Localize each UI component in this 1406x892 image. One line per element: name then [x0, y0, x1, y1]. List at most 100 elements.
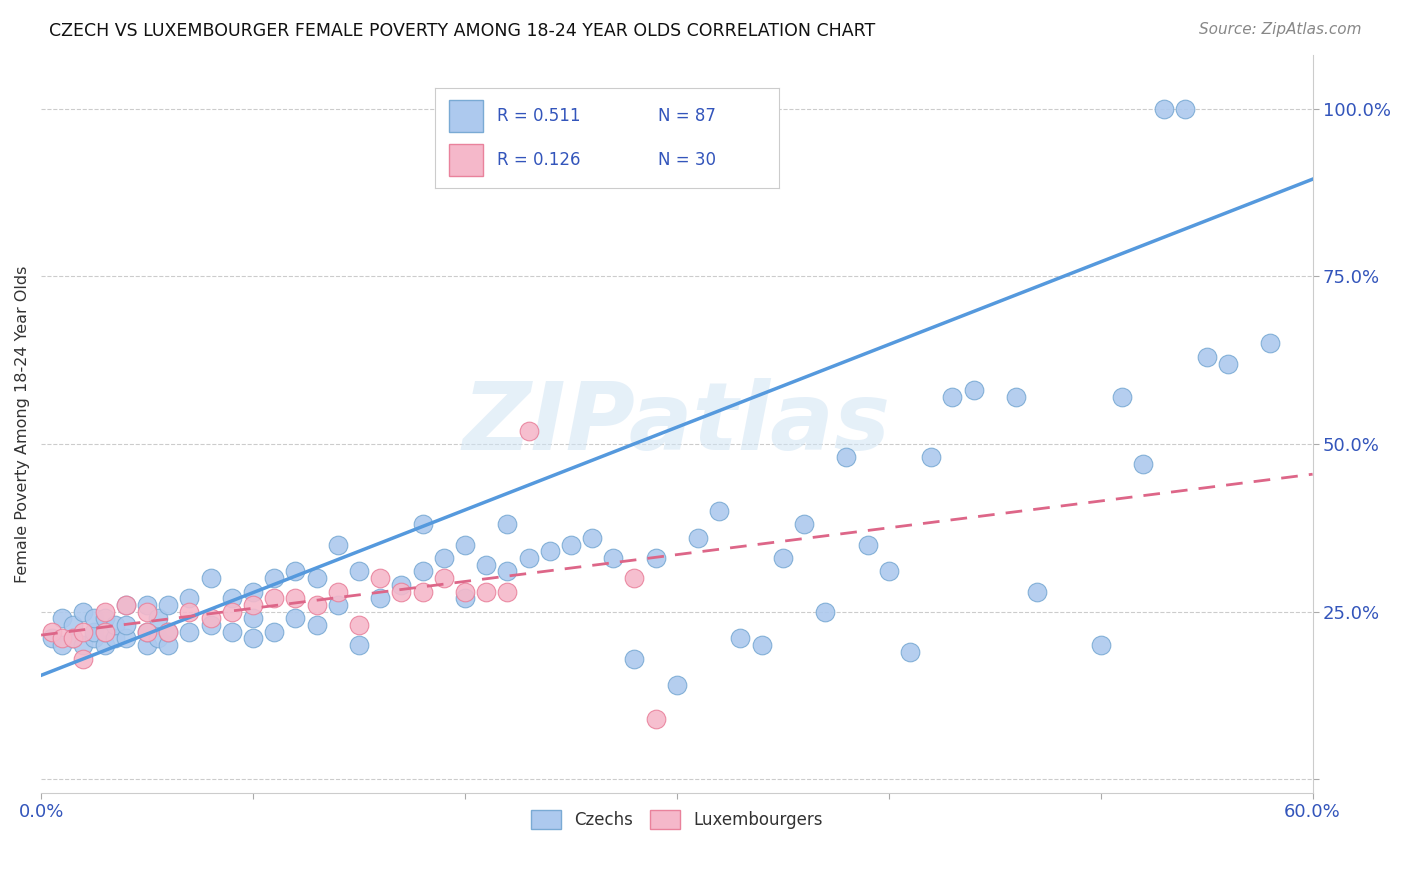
Point — [560, 538, 582, 552]
Point — [389, 584, 412, 599]
Point — [454, 538, 477, 552]
Point — [347, 565, 370, 579]
Point — [221, 591, 243, 606]
Point — [326, 584, 349, 599]
Point — [179, 591, 201, 606]
Point — [136, 638, 159, 652]
Point — [179, 624, 201, 639]
Point — [1026, 584, 1049, 599]
Point — [179, 605, 201, 619]
Point — [72, 638, 94, 652]
Point — [93, 605, 115, 619]
Point — [263, 571, 285, 585]
Point — [305, 618, 328, 632]
Point — [221, 605, 243, 619]
Point — [962, 384, 984, 398]
Point — [1174, 102, 1197, 116]
Point — [115, 598, 138, 612]
Point — [347, 618, 370, 632]
Point — [242, 584, 264, 599]
Point — [433, 551, 456, 566]
Point — [200, 611, 222, 625]
Point — [62, 632, 84, 646]
Point — [496, 517, 519, 532]
Point — [200, 571, 222, 585]
Point — [1005, 390, 1028, 404]
Point — [242, 598, 264, 612]
Point — [93, 611, 115, 625]
Point — [517, 424, 540, 438]
Point — [72, 651, 94, 665]
Point — [602, 551, 624, 566]
Point — [115, 618, 138, 632]
Point — [83, 611, 105, 625]
Point — [305, 571, 328, 585]
Point — [284, 565, 307, 579]
Point — [898, 645, 921, 659]
Point — [146, 611, 169, 625]
Point — [1153, 102, 1175, 116]
Point — [644, 712, 666, 726]
Point — [93, 624, 115, 639]
Point — [814, 605, 837, 619]
Point — [136, 598, 159, 612]
Point — [93, 624, 115, 639]
Point — [538, 544, 561, 558]
Point — [1111, 390, 1133, 404]
Point — [475, 558, 498, 572]
Point — [284, 591, 307, 606]
Point — [326, 598, 349, 612]
Point — [51, 632, 73, 646]
Point — [221, 624, 243, 639]
Point — [263, 624, 285, 639]
Point — [242, 611, 264, 625]
Point — [496, 584, 519, 599]
Point — [242, 632, 264, 646]
Point — [412, 517, 434, 532]
Point — [83, 624, 105, 639]
Point — [517, 551, 540, 566]
Point — [454, 591, 477, 606]
Point — [368, 571, 391, 585]
Point — [644, 551, 666, 566]
Point — [51, 638, 73, 652]
Point — [62, 632, 84, 646]
Point — [1258, 336, 1281, 351]
Point — [623, 651, 645, 665]
Point — [93, 638, 115, 652]
Point — [877, 565, 900, 579]
Point — [62, 618, 84, 632]
Point — [475, 584, 498, 599]
Point — [496, 565, 519, 579]
Point — [347, 638, 370, 652]
Point — [136, 624, 159, 639]
Point — [41, 632, 63, 646]
Point — [730, 632, 752, 646]
Point — [1132, 457, 1154, 471]
Point — [772, 551, 794, 566]
Point — [157, 638, 180, 652]
Text: CZECH VS LUXEMBOURGER FEMALE POVERTY AMONG 18-24 YEAR OLDS CORRELATION CHART: CZECH VS LUXEMBOURGER FEMALE POVERTY AMO… — [49, 22, 876, 40]
Point — [72, 624, 94, 639]
Point — [389, 578, 412, 592]
Point — [454, 584, 477, 599]
Point — [115, 632, 138, 646]
Point — [115, 598, 138, 612]
Point — [157, 624, 180, 639]
Point — [709, 504, 731, 518]
Point — [284, 611, 307, 625]
Point — [623, 571, 645, 585]
Point — [1195, 350, 1218, 364]
Point — [412, 565, 434, 579]
Point — [263, 591, 285, 606]
Point — [41, 624, 63, 639]
Point — [793, 517, 815, 532]
Point — [51, 611, 73, 625]
Y-axis label: Female Poverty Among 18-24 Year Olds: Female Poverty Among 18-24 Year Olds — [15, 265, 30, 582]
Point — [136, 624, 159, 639]
Point — [686, 531, 709, 545]
Point — [368, 591, 391, 606]
Point — [856, 538, 879, 552]
Point — [157, 624, 180, 639]
Point — [72, 605, 94, 619]
